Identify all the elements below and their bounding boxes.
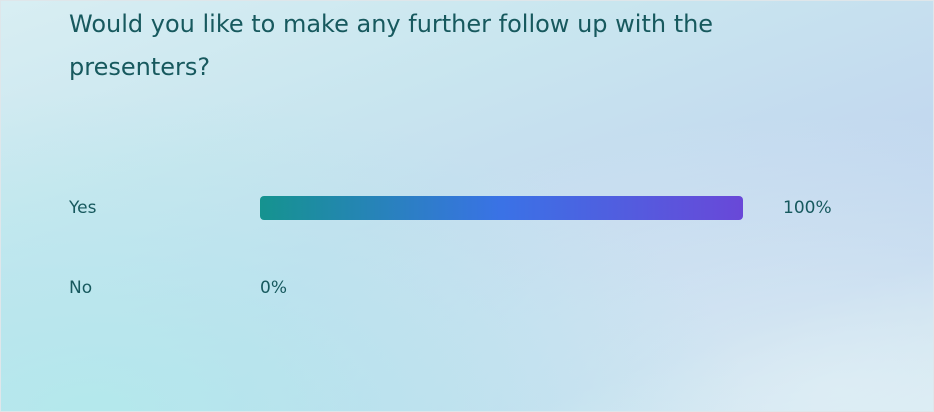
- chart-title: Would you like to make any further follo…: [69, 10, 714, 81]
- bar: [260, 196, 743, 220]
- value-label: 0%: [260, 278, 287, 298]
- value-label: 100%: [783, 198, 832, 218]
- category-label: Yes: [68, 198, 97, 218]
- category-label: No: [69, 278, 92, 298]
